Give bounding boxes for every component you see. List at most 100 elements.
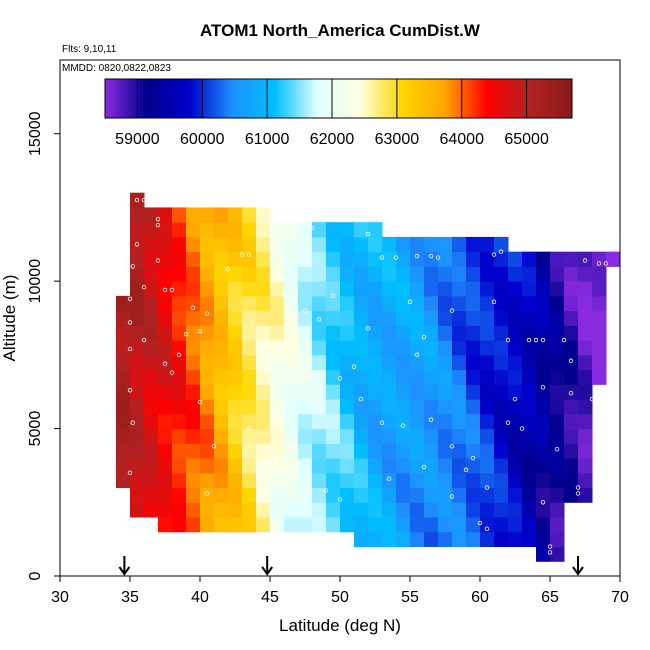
down-arrow-icon	[572, 556, 584, 576]
heatmap-cell	[256, 443, 271, 459]
heatmap-cell	[256, 354, 271, 371]
heatmap-cell	[256, 472, 271, 489]
heatmap-cell	[340, 295, 355, 312]
heatmap-cell	[214, 384, 229, 400]
heatmap-cell	[228, 310, 243, 326]
sample-point	[435, 255, 441, 260]
heatmap-cell	[214, 458, 229, 474]
heatmap-cell	[116, 369, 131, 385]
heatmap-cell	[564, 413, 579, 430]
heatmap-cell	[228, 251, 243, 267]
heatmap-cell	[438, 428, 453, 444]
heatmap-cell	[186, 443, 201, 459]
heatmap-cell	[326, 340, 341, 356]
down-arrow-head	[261, 566, 274, 576]
heatmap-cell	[340, 487, 355, 503]
x-tick-label: 35	[121, 589, 139, 606]
heatmap-cell	[298, 487, 313, 503]
heatmap-cell	[340, 384, 355, 400]
heatmap-cell	[116, 399, 131, 415]
heatmap-cell	[298, 517, 313, 533]
heatmap-cell	[480, 236, 495, 253]
heatmap-cell	[396, 413, 411, 430]
heatmap-cell	[396, 340, 411, 356]
down-arrow-icon	[118, 556, 131, 576]
heatmap-cell	[158, 266, 173, 282]
heatmap-cell	[298, 236, 313, 253]
heatmap-cells	[116, 192, 620, 562]
heatmap-cell	[382, 281, 397, 297]
heatmap-cell	[550, 325, 565, 341]
heatmap-cell	[522, 384, 537, 400]
heatmap-cell	[354, 340, 369, 356]
heatmap-cell	[242, 340, 257, 356]
heatmap-cell	[410, 531, 425, 548]
heatmap-cell	[382, 502, 397, 518]
heatmap-cell	[116, 443, 131, 459]
heatmap-cell	[410, 413, 425, 430]
heatmap-cell	[424, 281, 439, 297]
heatmap-cell	[368, 384, 383, 400]
heatmap-cell	[452, 325, 467, 341]
x-tick-label: 50	[331, 589, 349, 606]
heatmap-cell	[536, 325, 551, 341]
heatmap-cell	[214, 399, 229, 415]
heatmap-cell	[242, 413, 257, 430]
heatmap-cell	[480, 325, 495, 341]
heatmap-cell	[298, 266, 313, 282]
sample-point	[134, 197, 140, 203]
heatmap-cell	[564, 458, 579, 474]
heatmap-cell	[326, 251, 341, 267]
heatmap-cell	[522, 472, 537, 489]
heatmap-cell	[452, 531, 467, 548]
down-arrow-head	[118, 566, 131, 576]
heatmap-cell	[298, 310, 313, 326]
sample-point	[596, 261, 602, 266]
heatmap-cell	[144, 207, 159, 223]
heatmap-cell	[578, 281, 593, 297]
colorbar-tick-label: 64000	[439, 131, 484, 148]
heatmap-cell	[228, 266, 243, 282]
heatmap-cell	[228, 502, 243, 518]
heatmap-cell	[536, 266, 551, 282]
heatmap-cell	[494, 281, 509, 297]
heatmap-cell	[158, 310, 173, 326]
heatmap-cell	[536, 281, 551, 297]
heatmap-cell	[382, 458, 397, 474]
heatmap-cell	[270, 517, 285, 533]
heatmap-cell	[158, 281, 173, 297]
sample-point	[386, 476, 392, 481]
heatmap-cell	[522, 354, 537, 371]
sample-point	[428, 417, 434, 422]
heatmap-cell	[354, 517, 369, 533]
sample-point	[470, 455, 476, 461]
heatmap-cell	[200, 251, 215, 267]
heatmap-cell	[326, 266, 341, 282]
heatmap-cell	[466, 340, 481, 356]
heatmap-cell	[522, 531, 537, 548]
sample-point	[519, 426, 525, 431]
heatmap-cell	[242, 354, 257, 371]
heatmap-cell	[186, 340, 201, 356]
heatmap-cell	[494, 517, 509, 533]
heatmap-cell	[536, 472, 551, 489]
heatmap-cell	[522, 517, 537, 533]
heatmap-cell	[396, 517, 411, 533]
heatmap-cell	[522, 251, 537, 267]
heatmap-cell	[340, 281, 355, 297]
heatmap-cell	[452, 458, 467, 474]
heatmap-cell	[242, 428, 257, 444]
sample-point	[155, 258, 161, 263]
heatmap-cell	[200, 369, 215, 385]
heatmap-cell	[200, 502, 215, 518]
heatmap-cell	[382, 251, 397, 267]
sample-point	[155, 217, 161, 222]
sample-point	[197, 329, 203, 334]
heatmap-cell	[438, 266, 453, 282]
heatmap-cell	[228, 281, 243, 297]
heatmap-cell	[130, 369, 145, 385]
heatmap-cell	[242, 295, 257, 312]
sample-point	[162, 287, 168, 293]
heatmap-cell	[228, 295, 243, 312]
heatmap-cell	[186, 222, 201, 238]
